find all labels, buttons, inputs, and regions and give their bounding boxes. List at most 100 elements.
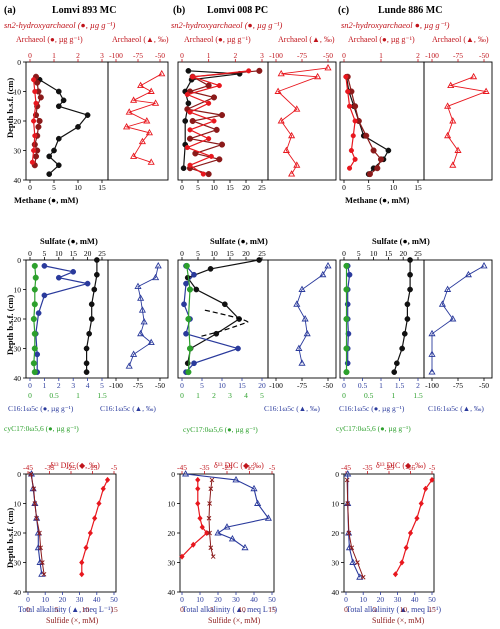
r2-c16-label-c: C16:1ω5c (●, µg g⁻¹) (339, 404, 405, 413)
r2-c16-d13c-1-point (303, 329, 311, 337)
r3-sulfide-1-point (207, 530, 212, 536)
r1-d13c-top-1-tick-label: -100 (269, 51, 283, 60)
r2-c16-bottom-0-tick-label: 5 (100, 381, 104, 390)
r1-d13c-top-2-tick-label: -100 (425, 51, 439, 60)
panel-a-letter: (a) (4, 5, 16, 16)
r3-alk-label-c: Total alkalinity (▲, meq L⁻¹) (346, 605, 441, 614)
r2-c16-1-point (191, 360, 197, 367)
r2-sulfate-1-point (222, 301, 228, 308)
r3-sulfide-0-point (31, 486, 37, 492)
r1-ytick-label: 30 (14, 147, 22, 156)
r1-archaeol-d13c-label-a: Archaeol (▲, ‰) (112, 35, 169, 44)
r2-sulfate-label-a: Sulfate (●, mM) (40, 236, 98, 246)
r1-methane-0-point (46, 153, 53, 160)
r2-cy17-label-a: cyC17:0ω5,6 (●, µg g⁻¹) (4, 424, 79, 433)
r1-archaeol-2-point (343, 74, 349, 80)
r3-dic-1-point (195, 485, 201, 492)
r1-archaeol-d13c-0-point (122, 122, 131, 130)
r3-dic-0-point (79, 571, 85, 578)
r2-c16-d13c-0-line (128, 265, 159, 367)
r2-c16-bottom-2-tick-label: 2 (416, 381, 420, 390)
r1-sn2-2-point (352, 103, 359, 110)
r2-sulfate-2-point (399, 345, 405, 352)
r2-cy17-0-point (30, 315, 37, 323)
r2-c16-d13c-0-point (138, 306, 146, 313)
r2-c16-d13c-1-point (298, 359, 306, 366)
r2-sulfate-top-2-tick-label: 10 (370, 249, 378, 258)
r2-c16-d13c-0-point (152, 273, 160, 281)
r2-c16-1-point (235, 345, 241, 352)
r2-sulfate-top-1-tick-label: 10 (210, 249, 218, 258)
r2-c16-d13c-2-point (428, 329, 436, 337)
r3-sulfide-tick-label-1: 10 (238, 605, 246, 614)
r3-alk-2-point (356, 573, 364, 580)
r3-dic-0-point (83, 544, 89, 551)
r3-alk-1-point (228, 534, 236, 542)
r2-c16-d13c-2-point (449, 315, 457, 322)
r1-methane-1-point (185, 100, 192, 107)
r2-d13c-bottom-2-tick-label: -75 (453, 381, 463, 390)
r2-cy17-label-c: cyC17:0ω5,6 (●, µg g⁻¹) (336, 424, 411, 433)
r1-methane-1-point (185, 68, 192, 74)
r1-archaeol-2-point (347, 165, 353, 171)
r2-sulfate-0-point (94, 257, 100, 263)
r1-ytick-label: 40 (14, 176, 22, 185)
r2-d13c-frame-0 (107, 259, 169, 379)
r2-ytick-label: 0 (17, 256, 21, 265)
r2-sulfate-0-point (88, 316, 95, 322)
r3-alk-1-point (214, 529, 222, 536)
r2-sulfate-top-1-tick-label: 0 (180, 249, 184, 258)
r1-archaeol-d13c-2-point (444, 102, 452, 109)
r1-archaeol-1-point (206, 100, 212, 106)
r2-cy17-0-point (31, 262, 38, 269)
r2-c16-bottom-1-tick-label: 15 (238, 381, 246, 390)
r3-sulfide-tick-label-0: 5 (55, 605, 59, 614)
r1-methane-0-point (55, 162, 62, 169)
r2-cy17-1-point (183, 262, 190, 269)
r1-archaeol-d13c-1-point (274, 87, 282, 94)
r3-ytick-label-2: 10 (332, 500, 340, 509)
r2-cy17-tick-label-0: 1 (76, 391, 80, 400)
r3-dic-1-point (179, 553, 185, 560)
r3-ytick-label-1: 20 (168, 529, 176, 538)
r3-sulfide-label-c: Sulfide (×, mM) (372, 616, 425, 625)
r1-archaeol-d13c-0-point (152, 99, 160, 106)
r2-c16-1-point (191, 271, 197, 278)
r3-ytick-label-1: 0 (171, 470, 175, 479)
r3-sulfide-1-point (207, 501, 212, 506)
r1-sn2-1-point (210, 94, 218, 101)
r2-sulfate-top-2-tick-label: 25 (414, 249, 422, 258)
r1-archaeol-d13c-2-point (447, 81, 455, 89)
r1-methane-1-point (180, 165, 187, 172)
panel-b-site: Lomvi 008 PC (207, 5, 268, 16)
r3-alk-bottom-0-tick-label: 20 (59, 595, 67, 604)
r2-c16-d13c-0-point (137, 329, 145, 337)
r2-c16-bottom-2-tick-label: 1 (379, 381, 383, 390)
r3-dic-top-0-tick-label: -25 (66, 463, 76, 472)
r2-sulfate-0-point (88, 301, 95, 308)
r2-cy17-tick-label-1: 1 (196, 391, 200, 400)
r1-conc-top-2-tick-label: 2 (416, 51, 420, 60)
r2-sulfate-2-point (407, 271, 413, 278)
r3-dic-2-point (399, 559, 405, 566)
r2-cy17-tick-label-2: 0.5 (364, 391, 374, 400)
r2-c16-bottom-2-tick-label: 0 (342, 381, 346, 390)
panel-a-site: Lomvi 893 MC (52, 5, 116, 16)
panel-b-letter: (b) (173, 5, 185, 16)
r2-cy17-2-point (343, 315, 350, 323)
r2-sulfate-top-0-tick-label: 10 (55, 249, 63, 258)
r1-methane-0-point (46, 171, 53, 177)
r1-archaeol-1-point (216, 83, 222, 89)
r3-dic-2-point (418, 500, 424, 507)
r1-methane-bottom-2-tick-label: 0 (342, 183, 346, 192)
r2-cy17-2-point (343, 369, 350, 376)
r1-archaeol-2-point (347, 103, 353, 109)
r1-archaeol-d13c-0-point (143, 117, 151, 124)
r2-cy17-0-point (31, 286, 38, 293)
r1-conc-top-1-tick-label: 2 (233, 51, 237, 60)
r1-methane-bottom-0-tick-label: 5 (52, 183, 56, 192)
r3-dic-label-b: δ¹³ DIC (◆, ‰) (214, 461, 264, 470)
r1-archaeol-d13c-0-point (137, 81, 145, 89)
r3-dic-top-2-tick-label: -35 (363, 463, 373, 472)
r3-dic-top-0-tick-label: -15 (88, 463, 98, 472)
